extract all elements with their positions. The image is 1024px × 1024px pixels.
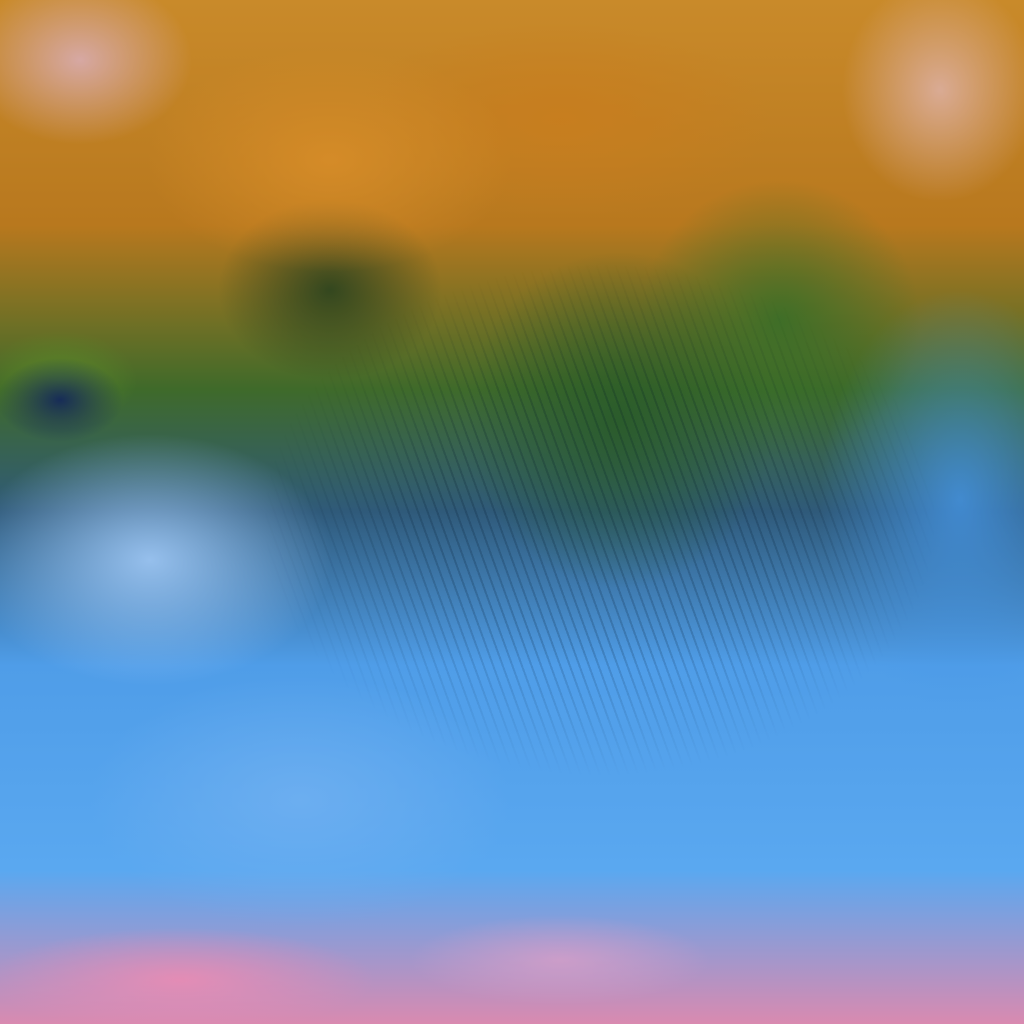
cloud-streaks: [0, 0, 1024, 1024]
satellite-image: [0, 0, 1024, 1024]
cloud-and-dust-regions: [0, 0, 1024, 1024]
